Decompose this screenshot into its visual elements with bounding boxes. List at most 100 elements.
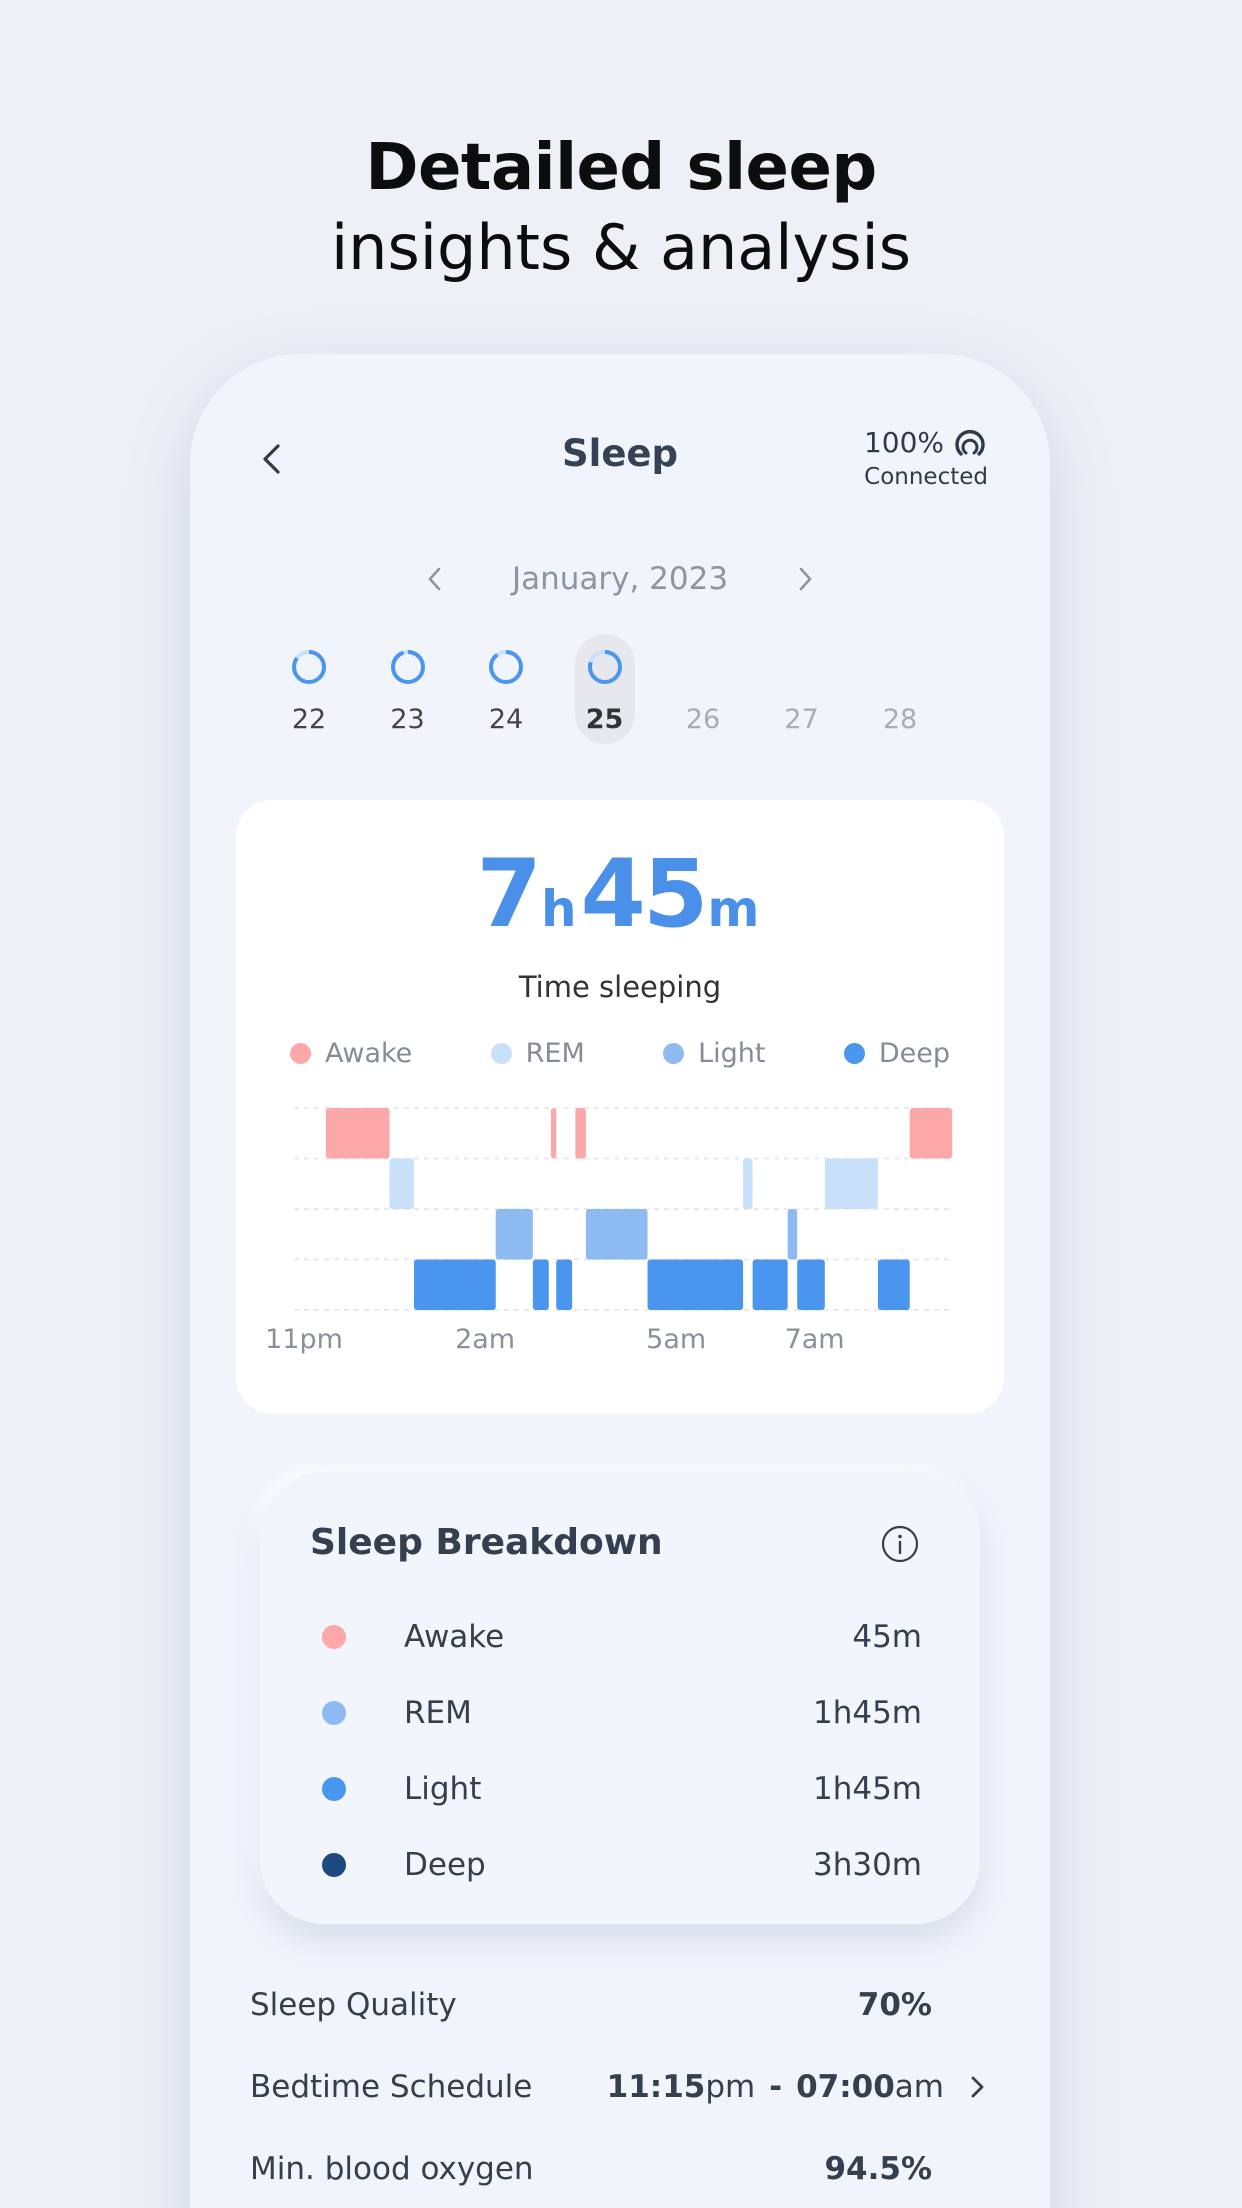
sleep-breakdown-card: Sleep Breakdown Awake 45m REM 1h45m Light 1h4… — [260, 1472, 980, 1924]
minutes-unit: m — [707, 880, 760, 938]
sleep-minutes: 45 — [580, 840, 709, 949]
day-number: 22 — [291, 704, 327, 735]
blood-oxygen-value: 94.5% — [824, 2151, 932, 2187]
chevron-left-icon — [263, 444, 280, 474]
sleep-segment-awake — [575, 1108, 586, 1159]
legend-label: Light — [698, 1038, 766, 1069]
sleep-segment-awake — [909, 1108, 953, 1159]
stage-duration: 1h45m — [812, 1695, 922, 1731]
device-status: 100% Connected — [863, 424, 988, 491]
phone-screen: Sleep 100% Connected January, 2023 22 23 2 — [190, 354, 1050, 2208]
legend-dot — [663, 1043, 685, 1064]
time-tick-label: 5am — [646, 1324, 707, 1355]
sleep-segment-rem — [743, 1158, 753, 1209]
time-sleeping-caption: Time sleeping — [518, 970, 722, 1004]
sleep-hours: 7 — [476, 840, 542, 949]
schedule-start-time: 11:15 — [606, 2069, 706, 2105]
time-tick-label: 2am — [455, 1324, 516, 1355]
stage-color-dot — [322, 1777, 346, 1801]
day-28[interactable]: 28 — [870, 634, 930, 744]
chevron-left-icon — [428, 567, 441, 591]
sleep-segment-rem — [824, 1158, 878, 1209]
day-number: 25 — [585, 704, 624, 735]
sleep-segment-rem — [389, 1158, 414, 1209]
day-number: 26 — [685, 704, 721, 735]
schedule-end-suffix: am — [894, 2069, 944, 2105]
ring-device-icon — [952, 424, 988, 460]
hours-unit: h — [540, 880, 577, 938]
stage-name: Deep — [404, 1847, 486, 1883]
promo-headline: Detailed sleep insights & analysis — [0, 128, 1242, 288]
day-24[interactable]: 24 — [476, 634, 536, 744]
legend-item-light: Light — [663, 1038, 766, 1069]
schedule-start-suffix: pm — [705, 2069, 756, 2105]
day-26[interactable]: 26 — [673, 634, 733, 744]
headline-line-1: Detailed sleep — [365, 131, 877, 205]
breakdown-row-light: Light 1h45m — [322, 1764, 922, 1814]
legend-item-rem: REM — [490, 1038, 585, 1069]
stage-color-dot — [322, 1853, 346, 1877]
sleep-quality-label: Sleep Quality — [250, 1987, 457, 2023]
day-number: 28 — [882, 704, 918, 735]
connection-status: Connected — [864, 464, 988, 490]
stage-color-dot — [322, 1625, 346, 1649]
info-icon[interactable] — [880, 1524, 920, 1564]
legend-dot — [843, 1043, 865, 1064]
day-progress-ring — [489, 650, 523, 684]
stage-name: Awake — [404, 1619, 505, 1655]
stage-duration: 3h30m — [812, 1847, 922, 1883]
legend-item-awake: Awake — [290, 1038, 412, 1069]
back-button[interactable] — [252, 434, 292, 484]
blood-oxygen-row: Min. blood oxygen 94.5% — [250, 2144, 990, 2194]
legend-dot — [490, 1043, 512, 1064]
sleep-summary-card: 7h45m Time sleeping Awake REM Light Deep 11… — [236, 800, 1004, 1414]
headline-line-2: insights & analysis — [330, 211, 912, 284]
schedule-end-time: 07:00 — [796, 2069, 895, 2105]
day-progress-ring — [587, 650, 622, 684]
sleep-segment-light — [787, 1209, 798, 1260]
legend-label: Awake — [325, 1038, 413, 1069]
stage-name: REM — [404, 1695, 472, 1731]
day-number: 27 — [784, 704, 819, 735]
day-progress-ring — [390, 650, 425, 684]
stage-duration: 45m — [852, 1619, 922, 1655]
bedtime-schedule-label: Bedtime Schedule — [250, 2069, 533, 2105]
stage-color-dot — [322, 1701, 346, 1725]
previous-month-button[interactable] — [420, 559, 450, 599]
month-label: January, 2023 — [511, 561, 729, 597]
month-selector: January, 2023 — [190, 554, 1050, 604]
stage-name: Light — [404, 1771, 482, 1807]
legend-item-deep: Deep — [843, 1038, 950, 1069]
schedule-separator: - — [769, 2069, 783, 2105]
total-sleep-time: 7h45m — [236, 840, 1004, 949]
battery-percent: 100% — [863, 425, 944, 459]
chart-time-axis: 11pm 2am 5am 7am — [265, 1324, 952, 1364]
sleep-segment-deep — [647, 1259, 744, 1310]
bedtime-schedule-value[interactable]: 11:15 pm - 07:00 am — [607, 2069, 990, 2105]
legend-label: REM — [525, 1038, 585, 1069]
day-25[interactable]: 25 — [574, 634, 635, 744]
sleep-segment-light — [585, 1209, 648, 1260]
sleep-segment-light — [495, 1209, 533, 1260]
sleep-segment-deep — [413, 1259, 496, 1310]
next-month-button[interactable] — [790, 559, 820, 599]
day-27[interactable]: 27 — [772, 634, 832, 744]
day-23[interactable]: 23 — [378, 634, 438, 744]
chevron-right-icon — [971, 2076, 984, 2098]
sleep-quality-row: Sleep Quality 70% — [250, 1980, 990, 2030]
chevron-right-icon — [799, 567, 812, 591]
breakdown-row-deep: Deep 3h30m — [322, 1840, 922, 1890]
breakdown-title: Sleep Breakdown — [310, 1522, 663, 1563]
screen-title: Sleep — [561, 432, 678, 475]
bedtime-schedule-row[interactable]: Bedtime Schedule 11:15 pm - 07:00 am — [250, 2062, 990, 2112]
day-22[interactable]: 22 — [279, 634, 339, 744]
time-tick-label: 11pm — [265, 1324, 343, 1355]
sleep-segment-deep — [797, 1259, 825, 1310]
blood-oxygen-label: Min. blood oxygen — [250, 2151, 534, 2187]
sleep-stages-chart — [294, 1107, 953, 1311]
day-progress-ring — [292, 650, 326, 684]
breakdown-row-rem: REM 1h45m — [322, 1688, 922, 1738]
sleep-segment-deep — [877, 1259, 910, 1310]
stage-duration: 1h45m — [812, 1771, 922, 1807]
sleep-quality-value: 70% — [857, 1987, 932, 2023]
